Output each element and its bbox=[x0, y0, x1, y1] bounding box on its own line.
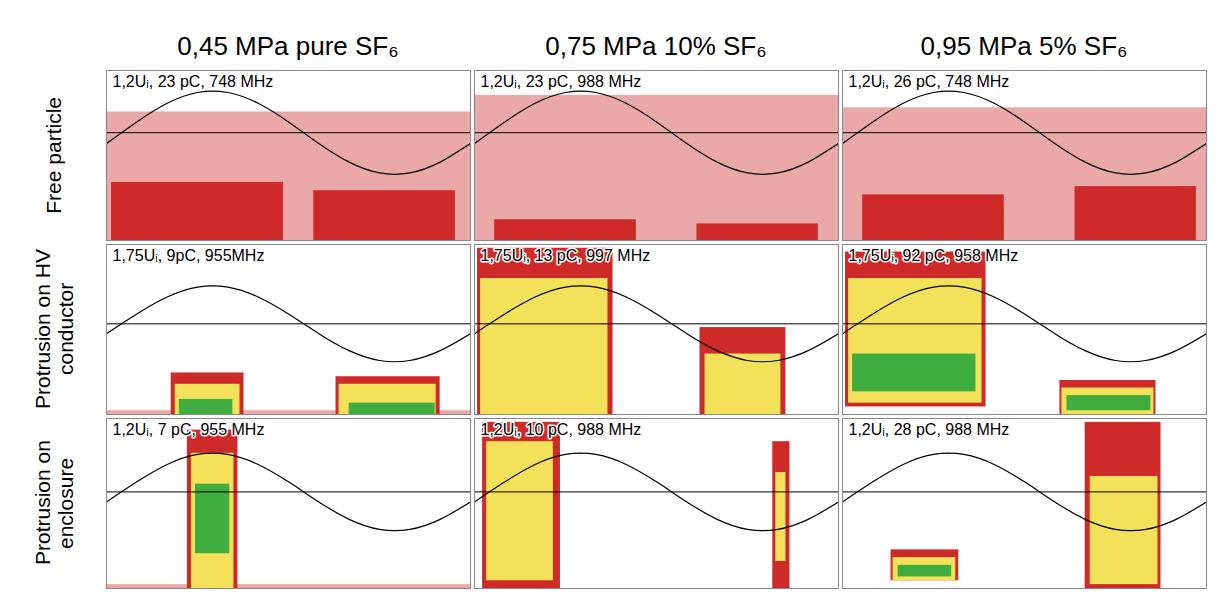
svg-text:1,2Uᵢ, 28 pC, 988 MHz: 1,2Uᵢ, 28 pC, 988 MHz bbox=[849, 421, 1010, 438]
html-text:Protrusion on enclosure: Protrusion on enclosure bbox=[30, 440, 77, 566]
svg-text:1,2Uᵢ, 23 pC, 988 MHz: 1,2Uᵢ, 23 pC, 988 MHz bbox=[481, 73, 642, 90]
svg-text:1,75Uᵢ, 92 pC, 958 MHz: 1,75Uᵢ, 92 pC, 958 MHz bbox=[849, 247, 1019, 264]
svg-text:1,2Uᵢ, 26 pC, 748 MHz: 1,2Uᵢ, 26 pC, 748 MHz bbox=[849, 73, 1010, 90]
html-text:0,95 MPa 5% SF₆: 0,95 MPa 5% SF₆ bbox=[920, 31, 1128, 61]
svg-text:1,2Uᵢ, 10 pC, 988 MHz: 1,2Uᵢ, 10 pC, 988 MHz bbox=[481, 421, 642, 438]
svg-text:1,75Uᵢ, 13 pC, 997 MHz: 1,75Uᵢ, 13 pC, 997 MHz bbox=[481, 247, 651, 264]
html-text:0,45 MPa pure SF₆: 0,45 MPa pure SF₆ bbox=[177, 31, 399, 61]
html-text:Protrusion on HV conductor: Protrusion on HV conductor bbox=[30, 249, 77, 409]
svg-text:1,75Uᵢ, 9pC, 955MHz: 1,75Uᵢ, 9pC, 955MHz bbox=[113, 247, 265, 264]
html-text:0,75 MPa 10% SF₆: 0,75 MPa 10% SF₆ bbox=[545, 31, 767, 61]
svg-text:1,2Uᵢ, 7 pC, 955 MHz: 1,2Uᵢ, 7 pC, 955 MHz bbox=[113, 421, 265, 438]
html-text:Free particle: Free particle bbox=[42, 96, 66, 214]
svg-text:1,2Uᵢ, 23 pC, 748 MHz: 1,2Uᵢ, 23 pC, 748 MHz bbox=[113, 73, 274, 90]
